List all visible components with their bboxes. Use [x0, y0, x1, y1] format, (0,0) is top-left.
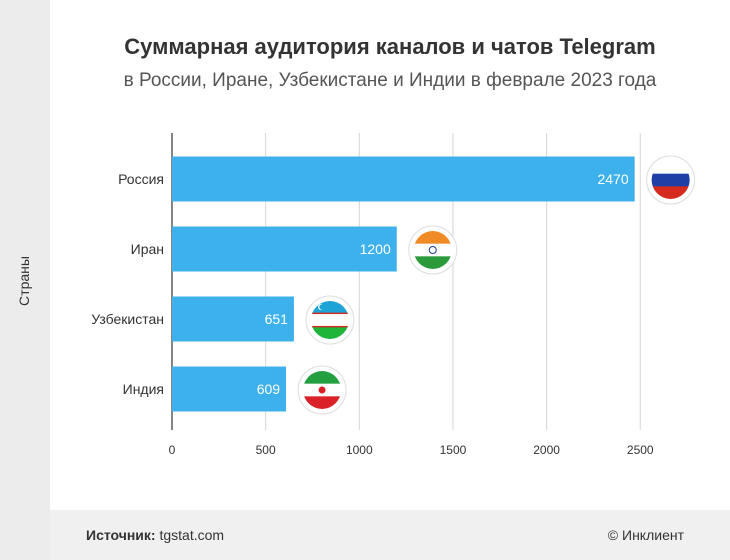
bar: [172, 296, 294, 342]
source-text: Источник: tgstat.com: [86, 527, 224, 543]
x-tick-label: 2500: [627, 443, 654, 457]
bar-value-label: 1200: [360, 241, 391, 257]
india-flag-icon: [408, 225, 458, 275]
source-link[interactable]: tgstat.com: [159, 527, 225, 543]
chart-title: Суммарная аудитория каналов и чатов Tele…: [124, 34, 656, 59]
bar-value-label: 2470: [597, 171, 628, 187]
bar-chart: 0 500 1000 1500 2000 2500 2470 Россия 1200 Иран 65…: [91, 133, 696, 457]
bar-value-label: 651: [265, 311, 289, 327]
uzbekistan-flag-icon: [305, 295, 355, 345]
left-strip: [0, 0, 50, 560]
category-label: Иран: [131, 241, 164, 257]
x-tick-label: 2000: [533, 443, 560, 457]
iran-flag-icon: [297, 365, 347, 415]
footer: Источник: tgstat.com © Инклиент: [50, 510, 730, 560]
bar: [172, 366, 287, 412]
category-label: Индия: [123, 381, 164, 397]
category-label: Узбекистан: [91, 311, 164, 327]
credit-text: © Инклиент: [607, 527, 684, 543]
chart-subtitle: в России, Иране, Узбекистане и Индии в ф…: [123, 70, 657, 91]
category-label: Россия: [118, 171, 164, 187]
russia-flag-icon: [646, 155, 696, 205]
x-tick-label: 500: [256, 443, 276, 457]
x-tick-label: 0: [169, 443, 176, 457]
bar-value-label: 609: [257, 381, 281, 397]
x-tick-label: 1500: [440, 443, 467, 457]
source-label: Источник:: [86, 527, 156, 543]
bar: [172, 226, 397, 272]
x-tick-label: 1000: [346, 443, 373, 457]
bar: [172, 156, 635, 202]
